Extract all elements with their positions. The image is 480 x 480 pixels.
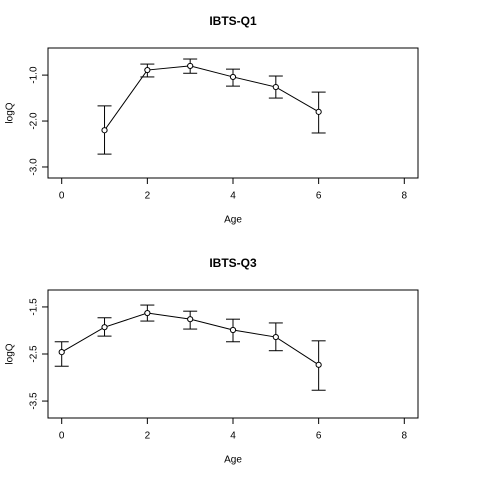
point	[229, 326, 237, 334]
x-tick-label: 2	[145, 191, 151, 202]
chart-title: IBTS-Q1	[209, 14, 257, 28]
point	[315, 108, 322, 115]
point	[315, 361, 322, 368]
x-tick-label: 4	[230, 431, 236, 442]
point	[101, 324, 108, 331]
point	[58, 349, 65, 356]
x-tick-label: 4	[230, 191, 236, 202]
point	[101, 127, 108, 134]
plot-frame	[47, 47, 419, 179]
x-tick-label: 2	[145, 431, 151, 442]
point	[229, 73, 237, 81]
series-line	[104, 65, 319, 131]
plot-frame	[47, 289, 419, 419]
y-axis-label: logQ	[5, 343, 16, 364]
point	[144, 309, 151, 317]
x-tick-label: 0	[59, 191, 65, 202]
x-tick-label: 6	[316, 431, 322, 442]
y-tick-label: -2.5	[29, 345, 40, 363]
x-tick-label: 8	[402, 191, 408, 202]
x-tick-label: 6	[316, 191, 322, 202]
y-tick-label: -2.0	[29, 112, 40, 130]
point	[187, 62, 194, 70]
x-tick-label: 8	[402, 431, 408, 442]
point	[144, 66, 151, 74]
y-tick-label: -1.0	[29, 66, 40, 84]
y-axis-label: logQ	[5, 102, 16, 123]
point	[187, 316, 194, 323]
y-tick-label: -1.5	[29, 298, 40, 316]
x-axis-label: Age	[224, 215, 242, 226]
point	[272, 333, 279, 341]
chart-title: IBTS-Q3	[209, 256, 257, 270]
x-axis-label: Age	[224, 455, 242, 466]
point	[272, 83, 279, 91]
y-tick-label: -3.5	[29, 392, 40, 410]
x-tick-label: 0	[59, 431, 65, 442]
y-tick-label: -3.0	[29, 158, 40, 176]
